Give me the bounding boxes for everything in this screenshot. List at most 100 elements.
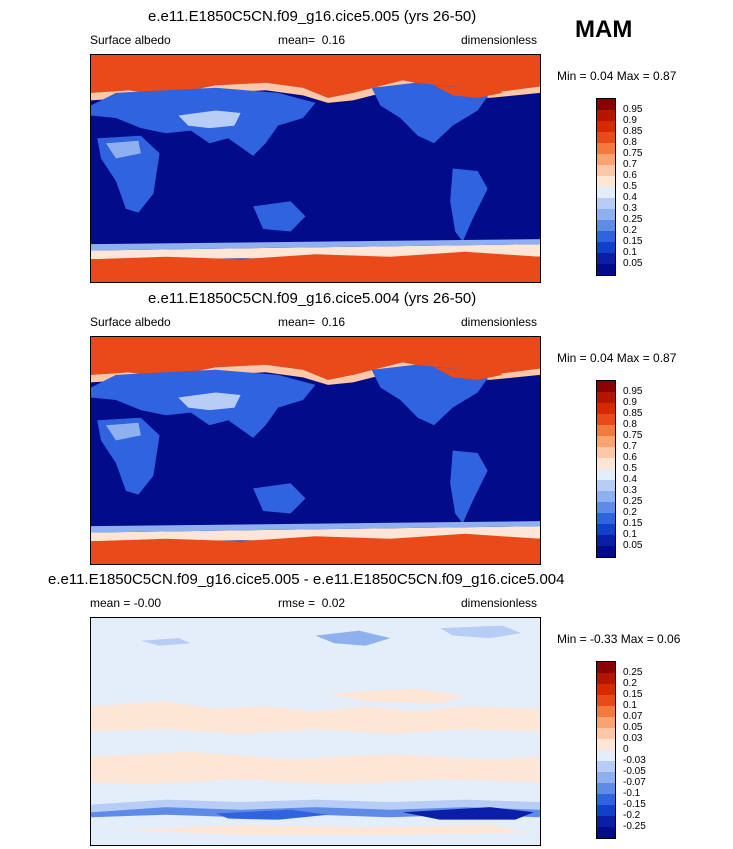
panel2-colorbar-label: 0.9 xyxy=(623,397,637,408)
panel1-mean-value: 0.16 xyxy=(321,33,346,47)
panel2-colorbar-label: 0.85 xyxy=(623,408,643,419)
panel2-colorbar-swatch xyxy=(597,535,615,546)
panel2-colorbar-label: 0.05 xyxy=(623,540,643,551)
panel1-colorbar-swatch xyxy=(597,99,615,110)
panel2-colorbar-swatch xyxy=(597,469,615,480)
panel3-colorbar-swatch xyxy=(597,684,615,695)
season-label: MAM xyxy=(575,16,633,43)
panel3-colorbar-label: 0.03 xyxy=(623,733,643,744)
panel2-colorbar-label: 0.4 xyxy=(623,474,637,485)
panel3-colorbar-label: -0.05 xyxy=(623,766,646,777)
panel2-minmax: Min = 0.04 Max = 0.87 xyxy=(557,351,677,365)
panel1-colorbar-swatch xyxy=(597,187,615,198)
panel3-colorbar-swatch xyxy=(597,706,615,717)
panel1-map xyxy=(90,54,541,283)
panel3-units: dimensionless xyxy=(461,596,538,610)
panel1-colorbar-swatch xyxy=(597,198,615,209)
panel3-colorbar-swatch xyxy=(597,761,615,772)
panel3-colorbar-label: -0.07 xyxy=(623,777,646,788)
panel3-colorbar-label: 0.1 xyxy=(623,700,637,711)
panel2-colorbar-swatch xyxy=(597,524,615,535)
panel1-colorbar-swatch xyxy=(597,132,615,143)
panel2-colorbar-label: 0.1 xyxy=(623,529,637,540)
panel1-colorbar-label: 0.85 xyxy=(623,126,643,137)
panel3-colorbar-swatch xyxy=(597,673,615,684)
panel2-units: dimensionless xyxy=(461,315,538,329)
panel2-colorbar-swatch xyxy=(597,414,615,425)
panel3-colorbar-label: 0.07 xyxy=(623,711,643,722)
panel1-colorbar-label: 0.2 xyxy=(623,225,637,236)
panel1-colorbar-label: 0.95 xyxy=(623,104,643,115)
panel3-colorbar-label: -0.2 xyxy=(623,810,641,821)
panel2-colorbar xyxy=(596,380,616,558)
panel1-colorbar-swatch xyxy=(597,110,615,121)
panel3-colorbar-label: -0.1 xyxy=(623,788,641,799)
panel1-colorbar-swatch xyxy=(597,154,615,165)
panel3-colorbar-swatch xyxy=(597,717,615,728)
panel3-colorbar-swatch xyxy=(597,728,615,739)
panel1-colorbar-swatch xyxy=(597,253,615,264)
panel1-title: e.e11.E1850C5CN.f09_g16.cice5.005 (yrs 2… xyxy=(148,8,477,25)
panel2-mean-value: 0.16 xyxy=(321,315,346,329)
panel2-colorbar-label: 0.75 xyxy=(623,430,643,441)
panel3-mean: mean = -0.00 xyxy=(90,596,162,610)
panel2-colorbar-label: 0.25 xyxy=(623,496,643,507)
panel2-map xyxy=(90,336,541,565)
panel3-colorbar-swatch xyxy=(597,739,615,750)
panel2-colorbar-swatch xyxy=(597,491,615,502)
panel1-colorbar-swatch xyxy=(597,231,615,242)
panel2-map-svg xyxy=(91,337,540,564)
panel2-colorbar-label: 0.3 xyxy=(623,485,637,496)
panel1-colorbar-swatch xyxy=(597,209,615,220)
panel1-colorbar-swatch xyxy=(597,264,615,275)
panel2-title: e.e11.E1850C5CN.f09_g16.cice5.004 (yrs 2… xyxy=(148,290,477,307)
panel3-colorbar-swatch xyxy=(597,805,615,816)
panel2-variable-label: Surface albedo xyxy=(90,315,171,329)
panel3-colorbar-label: -0.15 xyxy=(623,799,646,810)
panel2-colorbar-swatch xyxy=(597,546,615,557)
panel2-colorbar-label: 0.95 xyxy=(623,386,643,397)
panel1-colorbar-label: 0.75 xyxy=(623,148,643,159)
panel2-colorbar-swatch xyxy=(597,403,615,414)
panel3-colorbar-swatch xyxy=(597,783,615,794)
panel2-colorbar-swatch xyxy=(597,381,615,392)
panel2-colorbar-swatch xyxy=(597,480,615,491)
panel3-rmse-label: rmse = xyxy=(278,596,316,610)
panel1-colorbar-swatch xyxy=(597,176,615,187)
panel3-rmse-value: 0.02 xyxy=(321,596,346,610)
panel2-colorbar-label: 0.5 xyxy=(623,463,637,474)
panel1-colorbar-label: 0.8 xyxy=(623,137,637,148)
panel3-colorbar-label: 0.15 xyxy=(623,689,643,700)
panel3-title: e.e11.E1850C5CN.f09_g16.cice5.005 - e.e1… xyxy=(48,571,565,588)
panel1-colorbar-label: 0.4 xyxy=(623,192,637,203)
panel3-colorbar-label: 0 xyxy=(623,744,629,755)
panel1-colorbar-swatch xyxy=(597,242,615,253)
panel2-colorbar-label: 0.6 xyxy=(623,452,637,463)
panel2-colorbar-swatch xyxy=(597,436,615,447)
panel2-colorbar-swatch xyxy=(597,513,615,524)
panel3-colorbar-label: 0.05 xyxy=(623,722,643,733)
panel3-minmax: Min = -0.33 Max = 0.06 xyxy=(557,632,681,646)
panel2-colorbar-swatch xyxy=(597,502,615,513)
panel2-colorbar-label: 0.15 xyxy=(623,518,643,529)
panel1-colorbar-label: 0.1 xyxy=(623,247,637,258)
panel3-colorbar-swatch xyxy=(597,816,615,827)
panel2-colorbar-swatch xyxy=(597,447,615,458)
panel3-colorbar-swatch xyxy=(597,750,615,761)
panel1-colorbar-label: 0.3 xyxy=(623,203,637,214)
panel1-colorbar-label: 0.6 xyxy=(623,170,637,181)
panel1-colorbar-swatch xyxy=(597,165,615,176)
panel1-colorbar-label: 0.9 xyxy=(623,115,637,126)
panel1-mean: mean= 0.16 xyxy=(278,33,345,47)
panel1-colorbar-label: 0.5 xyxy=(623,181,637,192)
panel1-colorbar-label: 0.25 xyxy=(623,214,643,225)
panel3-colorbar-swatch xyxy=(597,662,615,673)
panel1-units: dimensionless xyxy=(461,33,538,47)
panel1-colorbar-swatch xyxy=(597,121,615,132)
panel1-colorbar-swatch xyxy=(597,143,615,154)
panel2-mean-label: mean= xyxy=(278,315,316,329)
panel1-colorbar xyxy=(596,98,616,276)
panel2-colorbar-swatch xyxy=(597,458,615,469)
panel1-mean-label: mean= xyxy=(278,33,316,47)
panel3-colorbar-label: -0.03 xyxy=(623,755,646,766)
